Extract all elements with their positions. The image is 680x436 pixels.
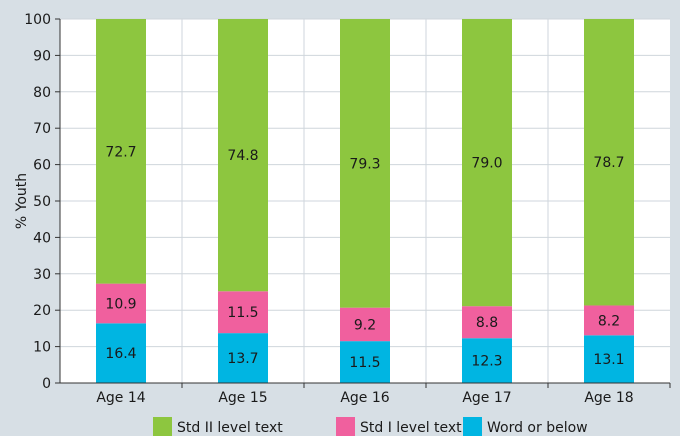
data-label: 10.9 [105,296,136,312]
y-tick-label: 70 [33,121,51,137]
bar-segment [218,333,268,383]
y-tick-label: 30 [33,267,51,283]
y-axis-label: % Youth [14,173,30,229]
x-tick-label: Age 16 [340,390,389,406]
legend-swatch [153,417,172,436]
data-label: 11.5 [349,355,380,371]
x-tick-label: Age 17 [462,390,511,406]
bar-segment [584,305,634,336]
data-label: 13.7 [227,351,258,367]
y-tick-label: 50 [33,194,51,210]
data-label: 78.7 [593,155,624,171]
legend: Std II level text Std I level text Word or… [153,417,588,436]
y-tick-label: 100 [24,12,51,28]
data-label: 79.0 [471,155,502,171]
legend-swatch [463,417,482,436]
data-label: 9.2 [354,317,376,333]
axes: 0 10 20 30 40 50 60 70 80 90 100 Age 14 Age 15 Age 16… [24,12,671,406]
bars [96,19,634,383]
bar-segment [340,307,390,342]
data-label: 13.1 [593,352,624,368]
y-tick-label: 10 [33,340,51,356]
x-tick-label: Age 18 [584,390,633,406]
bar-segment [462,338,512,383]
x-tick-label: Age 15 [218,390,267,406]
y-tick-label: 60 [33,158,51,174]
legend-label: Std I level text [360,420,462,436]
data-label: 12.3 [471,354,502,370]
data-label: 74.8 [227,148,258,164]
y-tick-label: 90 [33,48,51,64]
bar-segment [462,306,512,339]
bar-segment [218,19,268,292]
bar-segment [218,291,268,334]
y-tick-label: 0 [42,376,51,392]
legend-label: Word or below [487,420,588,436]
legend-label: Std II level text [177,420,283,436]
data-label: 8.2 [598,313,620,329]
y-tick-label: 80 [33,85,51,101]
data-label: 72.7 [105,144,136,160]
bar-segment [462,19,512,307]
bar-segment [96,19,146,284]
data-labels: 16.4 10.9 72.7 13.7 11.5 74.8 11.5 9.2 79.3 12.3 8… [105,144,624,371]
data-label: 11.5 [227,305,258,321]
bar-segment [584,19,634,306]
y-tick-label: 40 [33,230,51,246]
bar-segment [340,19,390,308]
bar-segment [584,335,634,383]
x-tick-label: Age 14 [96,390,145,406]
data-label: 16.4 [105,346,136,362]
legend-swatch [336,417,355,436]
y-tick-label: 20 [33,303,51,319]
bar-segment [96,323,146,383]
data-label: 79.3 [349,156,380,172]
bar-segment [340,341,390,383]
bar-segment [96,283,146,324]
data-label: 8.8 [476,315,498,331]
